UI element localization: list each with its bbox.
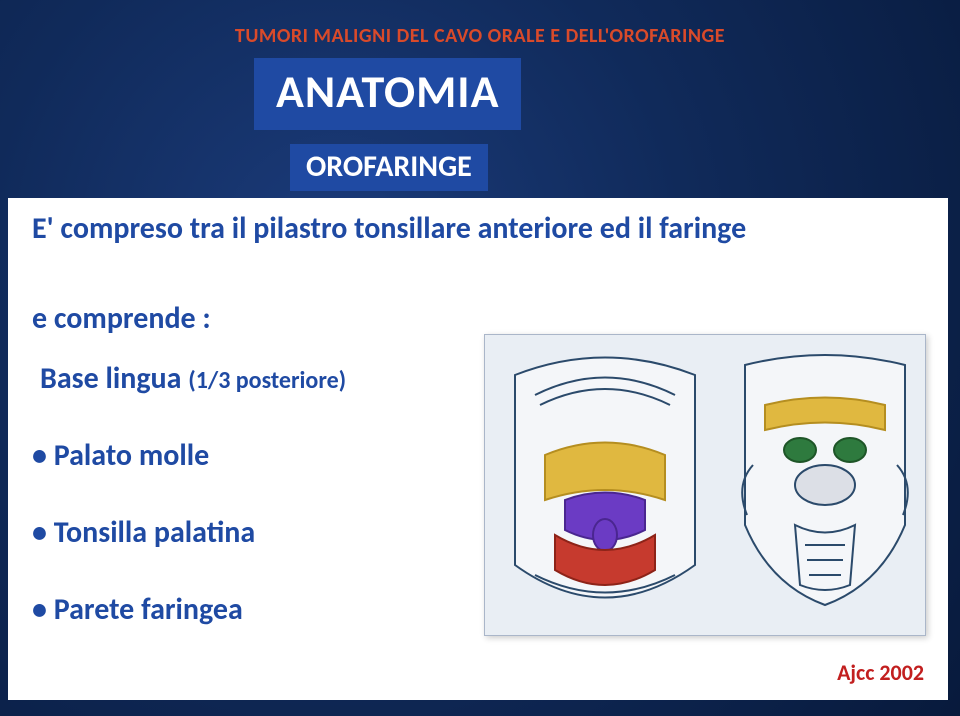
bullet-list: Base lingua (1/3 posteriore) Palato molle… — [32, 360, 472, 668]
list-item-label: Parete faringea — [32, 591, 243, 628]
list-item-label: Palato molle — [32, 437, 209, 474]
slide: TUMORI MALIGNI DEL CAVO ORALE E DELL'ORO… — [0, 0, 960, 716]
list-item: Parete faringea — [32, 591, 472, 628]
slide-title: ANATOMIA — [254, 58, 521, 130]
source-credit: Ajcc 2002 — [837, 659, 924, 686]
list-item: Base lingua (1/3 posteriore) — [40, 360, 472, 397]
document-header: TUMORI MALIGNI DEL CAVO ORALE E DELL'ORO… — [0, 24, 960, 48]
list-item-paren: (1/3 posteriore) — [188, 366, 346, 395]
anatomy-figure — [484, 334, 926, 636]
list-item: Tonsilla palatina — [32, 514, 472, 551]
slide-subtitle: OROFARINGE — [290, 144, 488, 191]
list-item-label: Tonsilla palatina — [32, 514, 255, 551]
list-item: Palato molle — [32, 437, 472, 474]
content-panel: E' compreso tra il pilastro tonsillare a… — [8, 198, 948, 700]
intro-text: E' compreso tra il pilastro tonsillare a… — [32, 212, 924, 245]
anatomy-diagram-icon — [485, 335, 925, 635]
sublabel-text: e comprende : — [32, 300, 211, 337]
list-item-label: Base lingua — [40, 360, 181, 397]
